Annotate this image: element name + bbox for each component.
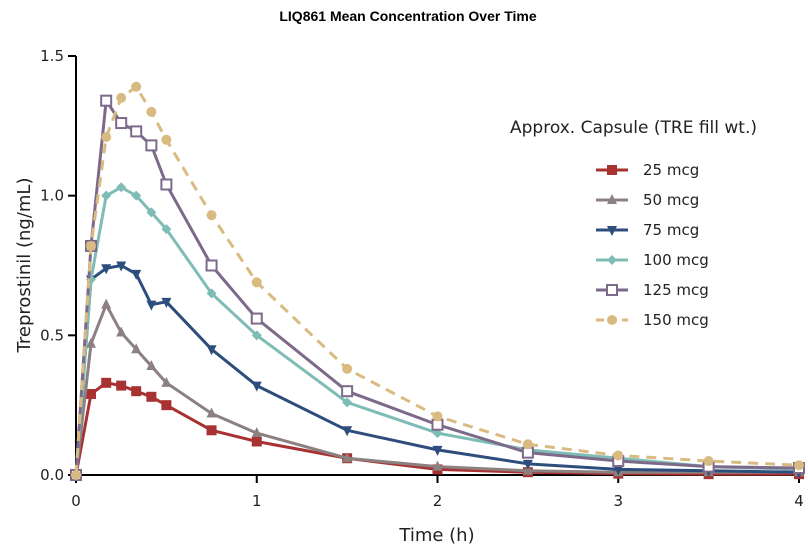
data-point [86, 337, 97, 348]
series-75-mcg [71, 261, 804, 481]
data-point [703, 456, 714, 467]
data-point [341, 385, 354, 398]
data-point [130, 125, 143, 138]
data-point [131, 269, 142, 280]
data-point [432, 445, 443, 456]
series-150-mcg [71, 81, 804, 480]
x-tick-label: 3 [613, 492, 623, 510]
data-point [342, 363, 353, 374]
data-point [251, 330, 262, 341]
data-point [131, 190, 142, 201]
data-point [206, 288, 217, 299]
legend-item: 75 mcg [596, 221, 699, 239]
data-point [251, 381, 262, 392]
data-point [607, 315, 617, 325]
data-point [251, 436, 262, 447]
data-point [116, 380, 127, 391]
data-point [131, 81, 142, 92]
data-point [794, 460, 804, 471]
data-point [116, 92, 127, 103]
y-tick-label: 1.0 [40, 187, 64, 205]
data-point [100, 94, 113, 107]
data-point [116, 182, 127, 193]
data-point [161, 134, 172, 145]
legend-label: 125 mcg [643, 281, 709, 299]
data-point [206, 345, 217, 356]
data-point [101, 132, 112, 143]
data-point [251, 427, 262, 438]
legend-title: Approx. Capsule (TRE fill wt.) [510, 118, 757, 138]
data-point [206, 407, 217, 418]
data-point [86, 240, 97, 251]
data-point [101, 377, 112, 388]
y-tick-label: 0.5 [40, 326, 64, 344]
legend-item: 100 mcg [596, 251, 709, 269]
data-point [522, 439, 533, 450]
data-point [131, 386, 142, 397]
data-point [116, 326, 127, 337]
data-point [71, 470, 81, 480]
legend-label: 50 mcg [643, 191, 699, 209]
data-point [206, 425, 217, 436]
legend-label: 100 mcg [643, 251, 709, 269]
series-group [70, 81, 805, 481]
data-point [86, 388, 97, 399]
data-point [613, 450, 624, 461]
data-point [432, 411, 443, 422]
axes: 0 1 2 3 4 0.0 0.5 1.0 1.5 [40, 47, 804, 510]
data-point [116, 261, 127, 272]
data-point [101, 264, 112, 275]
data-point [251, 277, 262, 288]
data-point [160, 178, 173, 191]
data-point [205, 259, 218, 272]
legend-item: 150 mcg [596, 311, 709, 329]
data-point [146, 391, 157, 402]
data-point [161, 400, 172, 411]
legend-label: 75 mcg [643, 221, 699, 239]
data-point [607, 194, 617, 204]
data-point [607, 255, 617, 265]
y-tick-label: 1.5 [40, 47, 64, 65]
x-tick-label: 0 [71, 492, 81, 510]
chart-title: LIQ861 Mean Concentration Over Time [279, 8, 536, 24]
data-point [146, 360, 157, 371]
legend-label: 25 mcg [643, 161, 699, 179]
data-point [607, 226, 617, 236]
data-point [115, 117, 128, 130]
data-point [161, 376, 172, 387]
data-point [432, 460, 443, 471]
data-point [342, 397, 353, 408]
data-point [522, 459, 533, 470]
x-axis-label: Time (h) [398, 525, 474, 546]
y-axis-label: Treprostinil (ng/mL) [14, 178, 35, 354]
data-point [146, 207, 157, 218]
data-point [606, 284, 618, 296]
y-tick-label: 0.0 [40, 466, 64, 484]
legend-item: 50 mcg [596, 191, 699, 209]
legend-label: 150 mcg [643, 311, 709, 329]
data-point [161, 224, 172, 235]
data-point [131, 343, 142, 354]
x-tick-label: 4 [794, 492, 804, 510]
data-point [250, 312, 263, 325]
data-point [342, 452, 353, 463]
legend: Approx. Capsule (TRE fill wt.) 25 mcg 50 … [510, 118, 757, 329]
data-point [101, 298, 112, 309]
data-point [145, 139, 158, 152]
data-point [161, 297, 172, 308]
data-point [101, 190, 112, 201]
x-tick-label: 1 [252, 492, 262, 510]
data-point [342, 426, 353, 437]
legend-item: 25 mcg [596, 161, 699, 179]
data-point [146, 300, 157, 311]
data-point [206, 210, 217, 221]
data-point [607, 165, 617, 175]
data-point [146, 106, 157, 117]
x-tick-label: 2 [433, 492, 443, 510]
data-point [613, 465, 624, 476]
legend-item: 125 mcg [596, 281, 709, 299]
